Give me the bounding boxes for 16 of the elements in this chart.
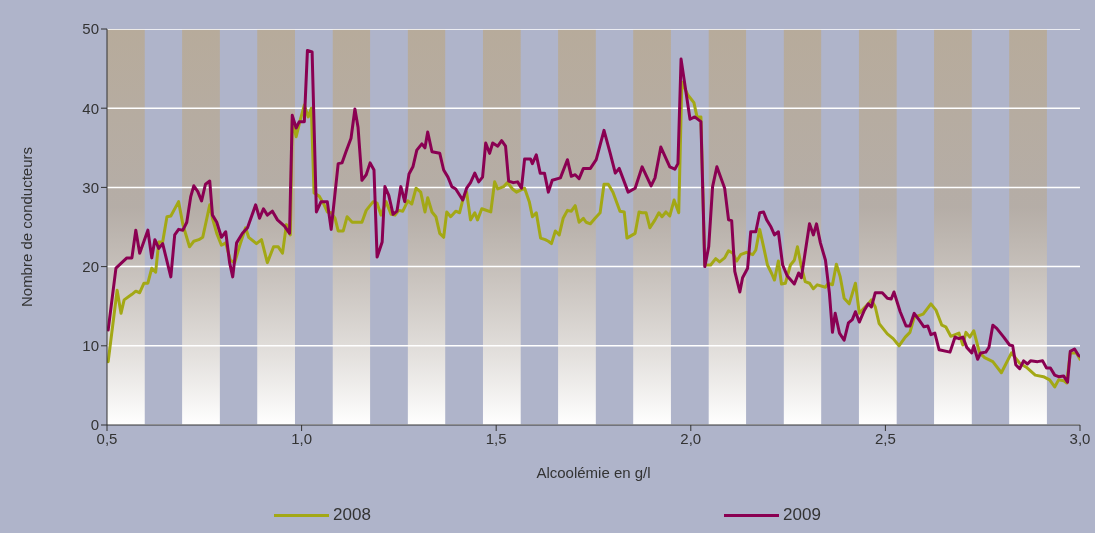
x-tick-label: 1,0 [291,429,313,447]
y-axis-title: Nombre de conducteurs [18,146,36,308]
legend-label: 2008 [333,505,371,525]
y-tick-label: 0 [90,416,99,434]
x-tick-label: 3,0 [1069,429,1091,447]
x-tick-label: 2,5 [874,429,896,447]
y-tick-label: 40 [82,99,99,117]
y-tick-label: 50 [82,20,99,38]
x-tick-label: 1,5 [485,429,507,447]
x-tick-label: 2,0 [680,429,702,447]
y-tick-label: 20 [82,257,99,275]
y-tick-label: 10 [82,337,99,355]
y-tick-label: 30 [82,178,99,196]
legend-label: 2009 [783,505,821,525]
x-axis-title: Alcoolémie en g/l [536,464,651,481]
x-tick-label: 0,5 [96,429,118,447]
